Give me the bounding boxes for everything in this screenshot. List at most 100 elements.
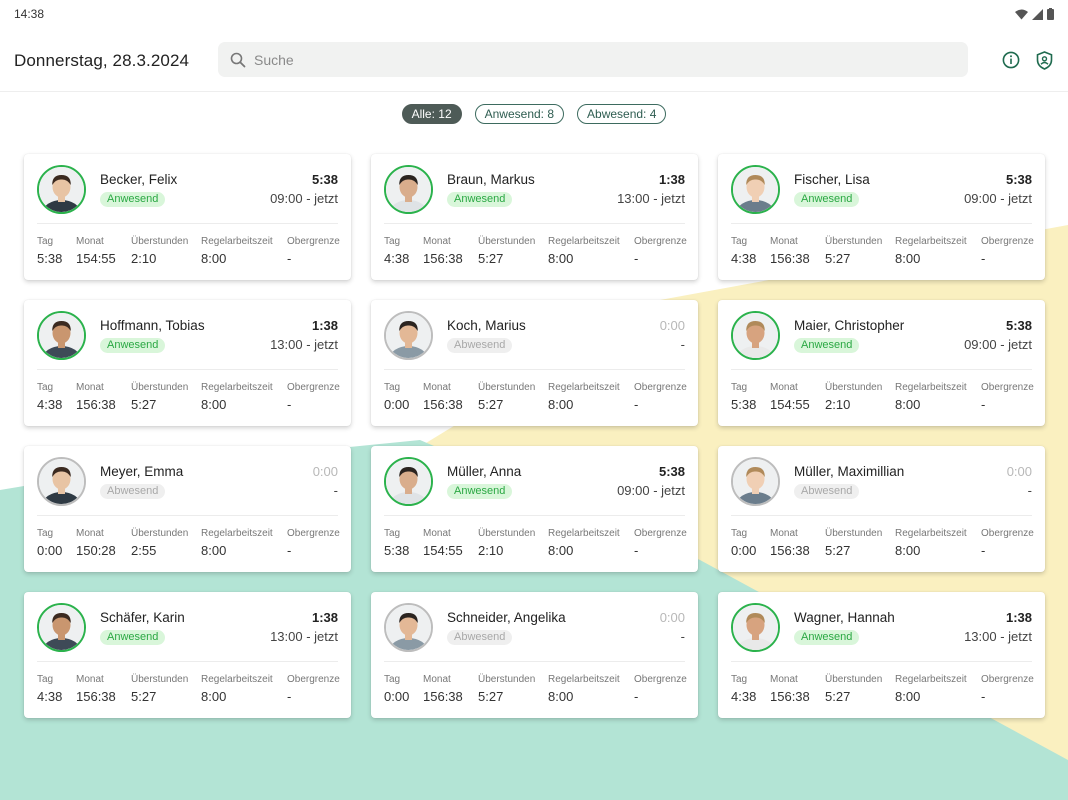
stat-label: Überstunden [131,528,189,539]
stat-value: 0:00 [384,689,410,704]
employee-card[interactable]: Müller, Anna Anwesend 5:38 09:00 - jetzt Tag… [371,446,698,572]
stat-value: 156:38 [76,689,116,704]
stat-label: Überstunden [478,236,536,247]
stat-value: 156:38 [770,689,810,704]
stat-label: Tag [37,236,54,247]
info-icon[interactable] [1001,50,1021,70]
avatar [731,603,780,652]
employee-card[interactable]: Koch, Marius Abwesend 0:00 - Tag 0:00 Monat 156… [371,300,698,426]
stat-column: Obergrenze - [981,674,1034,704]
stat-value: 8:00 [895,397,921,412]
stat-column: Monat 156:38 [423,236,463,266]
employee-card[interactable]: Schneider, Angelika Abwesend 0:00 - Tag 0:00 M… [371,592,698,718]
status-badge: Anwesend [100,192,166,207]
filter-present-chip[interactable]: Anwesend: 8 [474,104,565,124]
stat-value: 156:38 [770,251,810,266]
employee-name: Fischer, Lisa [794,172,870,187]
stat-label: Obergrenze [634,528,687,539]
worked-time: 5:38 [1005,318,1032,333]
stat-label: Tag [384,674,401,685]
stat-label: Monat [76,528,104,539]
divider [731,223,1032,224]
stat-value: - [287,689,292,704]
stat-label: Monat [423,236,451,247]
filter-absent-chip[interactable]: Abwesend: 4 [577,104,667,124]
status-badge: Abwesend [794,484,860,499]
stat-value: 5:38 [731,397,757,412]
status-badge: Anwesend [100,630,166,645]
status-bar: 14:38 [0,0,1068,28]
stat-label: Monat [770,382,798,393]
stat-label: Obergrenze [287,382,340,393]
stat-value: 156:38 [770,543,810,558]
stat-column: Überstunden 2:10 [825,382,882,412]
filter-all-chip[interactable]: Alle: 12 [401,104,462,124]
stat-value: 2:10 [825,397,851,412]
stat-label: Regelarbeitszeit [201,236,273,247]
avatar [37,311,86,360]
stat-label: Monat [76,382,104,393]
stat-value: 8:00 [201,397,227,412]
worked-time: 1:38 [658,172,685,187]
stat-value: 8:00 [548,397,574,412]
stat-label: Monat [770,236,798,247]
stat-label: Regelarbeitszeit [201,674,273,685]
divider [37,223,338,224]
status-badge: Anwesend [447,192,513,207]
employee-card[interactable]: Fischer, Lisa Anwesend 5:38 09:00 - jetzt Ta… [718,154,1045,280]
stat-column: Überstunden 5:27 [825,674,882,704]
stat-column: Monat 154:55 [76,236,116,266]
stat-column: Überstunden 5:27 [478,382,535,412]
employee-card[interactable]: Hoffmann, Tobias Anwesend 1:38 13:00 - jetz… [24,300,351,426]
avatar [731,311,780,360]
stat-column: Tag 4:38 [731,674,756,704]
search-bar[interactable] [218,42,968,77]
stat-label: Regelarbeitszeit [201,528,273,539]
wifi-icon [1015,9,1028,19]
stat-column: Obergrenze - [287,528,340,558]
stat-label: Monat [76,674,104,685]
shield-user-icon[interactable] [1034,50,1054,70]
employee-card[interactable]: Schäfer, Karin Anwesend 1:38 13:00 - jetzt T… [24,592,351,718]
employee-card[interactable]: Becker, Felix Anwesend 5:38 09:00 - jetzt Ta… [24,154,351,280]
stat-column: Regelarbeitszeit 8:00 [201,674,273,704]
employee-name: Braun, Markus [447,172,535,187]
stat-label: Regelarbeitszeit [895,674,967,685]
search-input[interactable] [252,50,936,69]
stat-label: Tag [384,382,401,393]
stat-value: - [981,543,986,558]
stat-label: Überstunden [825,674,883,685]
stat-column: Überstunden 2:10 [131,236,188,266]
worked-time: 1:38 [311,610,338,625]
stat-column: Monat 154:55 [770,382,810,412]
stat-label: Tag [731,382,748,393]
stat-value: 2:55 [131,543,157,558]
avatar [384,311,433,360]
filter-chips: Alle: 12 Anwesend: 8 Abwesend: 4 [0,104,1068,126]
stat-value: 154:55 [770,397,810,412]
status-badge: Anwesend [794,192,860,207]
avatar [384,603,433,652]
stat-label: Tag [384,236,401,247]
employee-card[interactable]: Wagner, Hannah Anwesend 1:38 13:00 - jetzt T… [718,592,1045,718]
stat-value: 8:00 [895,689,921,704]
avatar [37,165,86,214]
employee-card[interactable]: Meyer, Emma Abwesend 0:00 - Tag 0:00 Monat 150:… [24,446,351,572]
stat-value: 5:27 [825,543,851,558]
stat-label: Obergrenze [634,382,687,393]
stat-label: Überstunden [131,236,189,247]
stat-label: Monat [76,236,104,247]
employee-card[interactable]: Braun, Markus Anwesend 1:38 13:00 - jetzt Ta… [371,154,698,280]
stat-value: - [981,251,986,266]
worked-time: 0:00 [659,318,685,333]
employee-card[interactable]: Maier, Christopher Anwesend 5:38 09:00 - je… [718,300,1045,426]
employee-name: Maier, Christopher [794,318,905,333]
employee-card[interactable]: Müller, Maximillian Abwesend 0:00 - Tag 0:00 M… [718,446,1045,572]
stat-value: 4:38 [37,397,63,412]
stat-value: 2:10 [478,543,504,558]
stat-column: Regelarbeitszeit 8:00 [895,382,967,412]
time-range: - [680,337,685,352]
stat-column: Monat 156:38 [76,674,116,704]
stat-column: Tag 4:38 [37,674,62,704]
stat-value: 5:27 [478,251,504,266]
